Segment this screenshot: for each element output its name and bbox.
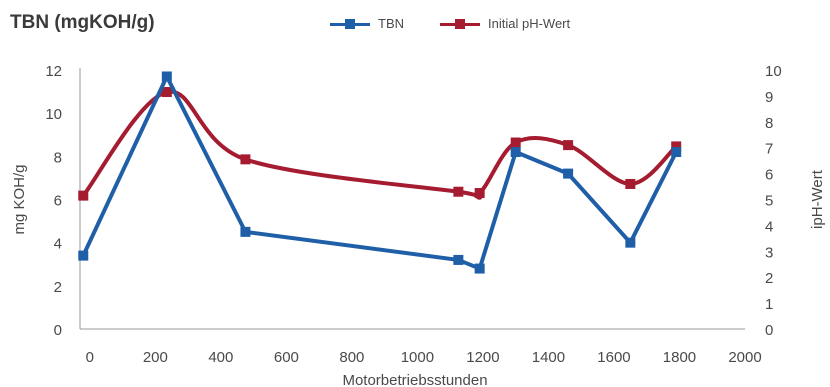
- x-axis-title: Motorbetriebsstunden: [342, 372, 487, 387]
- x-tick-label: 1600: [597, 349, 630, 366]
- data-point-tbn: [453, 254, 464, 265]
- x-tick-label: 1400: [532, 349, 565, 366]
- data-point-tbn: [78, 250, 89, 261]
- x-tick-label: 2000: [728, 349, 761, 366]
- y-left-tick-label: 2: [54, 279, 62, 296]
- data-point-ph: [474, 188, 485, 199]
- y-right-tick-label: 2: [765, 270, 773, 287]
- x-tick-label: 1000: [401, 349, 434, 366]
- y-left-tick-label: 8: [54, 149, 62, 166]
- y-right-tick-label: 9: [765, 89, 773, 106]
- data-point-tbn: [474, 263, 485, 274]
- legend-item-tbn: TBN: [330, 16, 404, 31]
- y-right-tick-label: 3: [765, 244, 773, 261]
- data-point-ph: [161, 87, 172, 98]
- y-left-tick-label: 6: [54, 193, 62, 210]
- data-point-ph: [625, 178, 636, 189]
- data-point-tbn: [161, 71, 172, 82]
- data-point-ph: [510, 137, 521, 148]
- x-tick-label: 0: [86, 349, 94, 366]
- data-point-ph: [78, 190, 89, 201]
- data-point-tbn: [510, 147, 521, 158]
- data-point-tbn: [240, 226, 251, 237]
- data-point-ph: [671, 141, 682, 152]
- data-point-ph: [453, 186, 464, 197]
- legend: TBN Initial pH-Wert: [330, 16, 606, 31]
- y-right-tick-label: 0: [765, 322, 773, 339]
- x-tick-label: 800: [339, 349, 364, 366]
- legend-item-ph: Initial pH-Wert: [440, 16, 570, 31]
- x-tick-label: 200: [143, 349, 168, 366]
- y-right-tick-label: 5: [765, 193, 773, 210]
- legend-label-ph: Initial pH-Wert: [488, 16, 571, 31]
- data-point-tbn: [671, 147, 682, 158]
- x-tick-label: 600: [274, 349, 299, 366]
- chart-title: TBN (mgKOH/g): [10, 12, 155, 33]
- y-left-tick-label: 4: [54, 236, 62, 253]
- data-point-tbn: [563, 168, 574, 179]
- x-tick-label: 400: [208, 349, 233, 366]
- y-right-tick-label: 1: [765, 296, 773, 313]
- data-point-ph: [563, 140, 574, 151]
- legend-swatch-ph: [440, 18, 480, 30]
- y-right-tick-label: 4: [765, 218, 773, 235]
- y-right-tick-label: 10: [765, 63, 782, 80]
- data-point-tbn: [625, 237, 636, 248]
- data-point-ph: [240, 154, 251, 165]
- x-tick-label: 1200: [466, 349, 499, 366]
- y-right-tick-label: 7: [765, 141, 773, 158]
- y-right-tick-label: 6: [765, 167, 773, 184]
- series-line-tbn: [81, 74, 679, 271]
- y-left-tick-label: 12: [45, 63, 62, 80]
- legend-label-tbn: TBN: [378, 16, 404, 31]
- y-left-axis-title: mg KOH/g: [11, 164, 28, 234]
- x-tick-label: 1800: [663, 349, 696, 366]
- legend-swatch-tbn: [330, 18, 370, 30]
- y-right-tick-label: 8: [765, 115, 773, 132]
- y-left-tick-label: 0: [54, 322, 62, 339]
- y-left-tick-label: 10: [45, 106, 62, 123]
- y-right-axis-title: ipH-Wert: [809, 169, 826, 229]
- series-line-ph: [81, 89, 679, 200]
